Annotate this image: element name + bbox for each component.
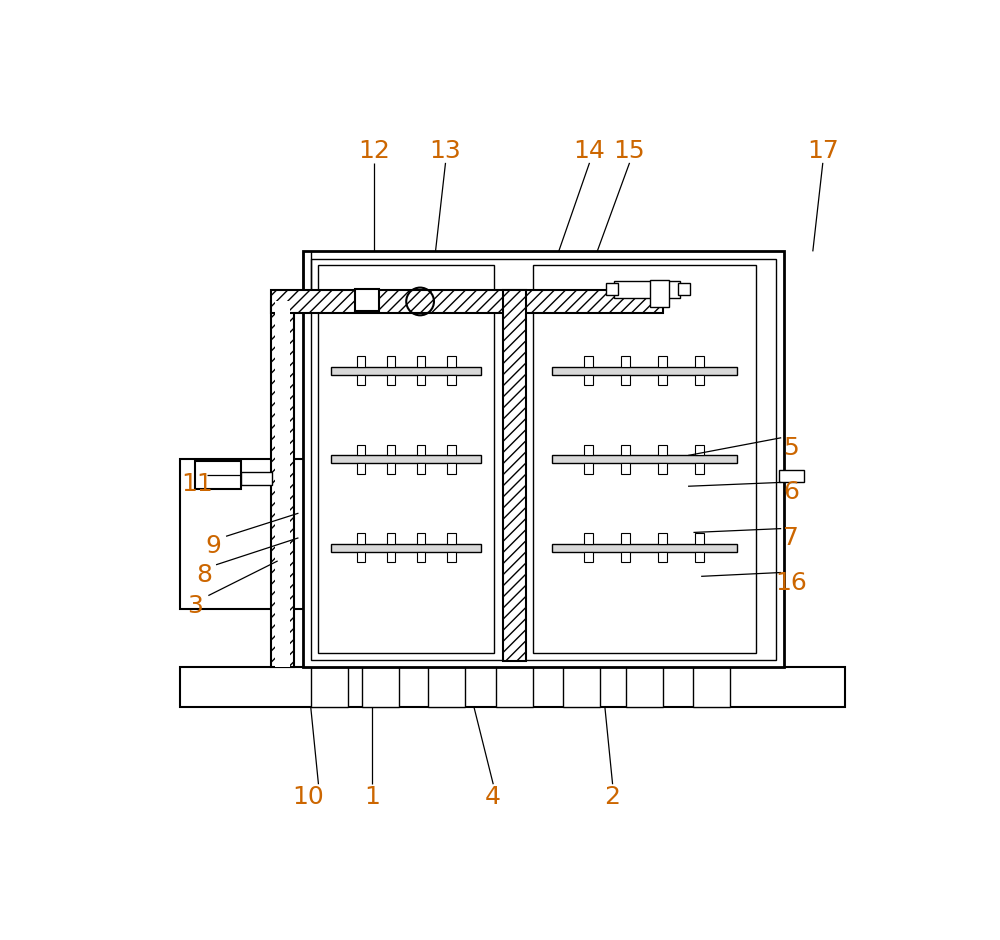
Bar bbox=[447, 533, 456, 544]
Bar bbox=[357, 445, 365, 456]
Bar bbox=[621, 552, 630, 562]
Bar bbox=[447, 463, 456, 474]
Bar bbox=[626, 667, 663, 707]
Bar bbox=[447, 445, 456, 456]
Bar bbox=[241, 474, 271, 483]
Bar bbox=[417, 356, 425, 367]
Bar bbox=[695, 533, 704, 544]
Bar bbox=[275, 302, 290, 667]
Bar bbox=[362, 667, 399, 707]
Text: 1: 1 bbox=[364, 785, 380, 808]
Bar bbox=[584, 533, 593, 544]
Bar bbox=[503, 290, 526, 661]
Bar bbox=[180, 667, 845, 707]
Bar bbox=[695, 463, 704, 474]
Bar bbox=[271, 302, 294, 667]
Bar bbox=[447, 552, 456, 562]
Bar bbox=[387, 375, 395, 385]
Bar bbox=[621, 463, 630, 474]
Text: 5: 5 bbox=[783, 436, 799, 460]
Bar bbox=[417, 375, 425, 385]
Bar bbox=[303, 251, 784, 667]
Text: 2: 2 bbox=[605, 785, 621, 808]
Text: 11: 11 bbox=[181, 472, 213, 496]
Text: 16: 16 bbox=[775, 571, 807, 594]
Bar bbox=[552, 544, 737, 552]
Bar bbox=[428, 667, 465, 707]
Text: 10: 10 bbox=[293, 785, 324, 808]
Bar bbox=[695, 356, 704, 367]
Bar bbox=[417, 533, 425, 544]
Bar bbox=[693, 667, 730, 707]
Bar bbox=[447, 356, 456, 367]
Bar bbox=[387, 533, 395, 544]
Bar bbox=[779, 470, 804, 482]
Text: 4: 4 bbox=[485, 785, 501, 808]
Text: 17: 17 bbox=[807, 139, 839, 164]
Text: 7: 7 bbox=[783, 525, 799, 550]
Bar bbox=[447, 375, 456, 385]
Bar bbox=[318, 265, 494, 653]
Text: 15: 15 bbox=[614, 139, 645, 164]
Text: 8: 8 bbox=[196, 563, 212, 587]
Bar bbox=[331, 367, 481, 375]
Bar bbox=[658, 552, 667, 562]
Bar bbox=[552, 456, 737, 463]
Bar bbox=[533, 265, 756, 653]
Bar bbox=[357, 375, 365, 385]
Bar bbox=[584, 463, 593, 474]
Text: 14: 14 bbox=[574, 139, 605, 164]
Bar bbox=[621, 375, 630, 385]
Bar bbox=[658, 533, 667, 544]
Bar bbox=[552, 367, 737, 375]
Bar bbox=[496, 667, 533, 707]
Bar bbox=[387, 445, 395, 456]
Bar bbox=[271, 290, 663, 313]
Bar bbox=[695, 552, 704, 562]
Bar bbox=[357, 552, 365, 562]
Text: 9: 9 bbox=[206, 534, 222, 557]
Text: 13: 13 bbox=[430, 139, 461, 164]
Bar bbox=[695, 375, 704, 385]
Bar bbox=[387, 463, 395, 474]
Bar bbox=[387, 356, 395, 367]
Bar bbox=[621, 533, 630, 544]
Bar bbox=[614, 281, 680, 298]
Bar bbox=[584, 552, 593, 562]
Bar bbox=[621, 356, 630, 367]
Bar bbox=[658, 445, 667, 456]
Bar bbox=[695, 445, 704, 456]
Bar bbox=[584, 445, 593, 456]
Bar bbox=[311, 667, 348, 707]
Bar bbox=[387, 552, 395, 562]
Bar bbox=[357, 533, 365, 544]
Bar bbox=[357, 356, 365, 367]
Bar bbox=[650, 280, 669, 306]
Bar bbox=[331, 544, 481, 552]
Bar bbox=[658, 375, 667, 385]
Bar bbox=[180, 460, 315, 609]
Bar bbox=[311, 259, 776, 660]
Bar bbox=[417, 445, 425, 456]
Text: 6: 6 bbox=[783, 479, 799, 504]
Bar bbox=[678, 283, 690, 295]
Bar bbox=[658, 356, 667, 367]
Bar bbox=[241, 472, 272, 485]
Bar bbox=[331, 456, 481, 463]
Text: 12: 12 bbox=[358, 139, 390, 164]
Bar bbox=[658, 463, 667, 474]
Text: 3: 3 bbox=[187, 593, 203, 618]
Bar bbox=[584, 356, 593, 367]
Bar bbox=[195, 461, 241, 489]
Bar bbox=[563, 667, 600, 707]
Bar bbox=[584, 375, 593, 385]
Bar bbox=[606, 283, 618, 295]
Bar bbox=[355, 290, 379, 311]
Bar bbox=[417, 552, 425, 562]
Bar bbox=[417, 463, 425, 474]
Bar bbox=[621, 445, 630, 456]
Bar bbox=[357, 463, 365, 474]
